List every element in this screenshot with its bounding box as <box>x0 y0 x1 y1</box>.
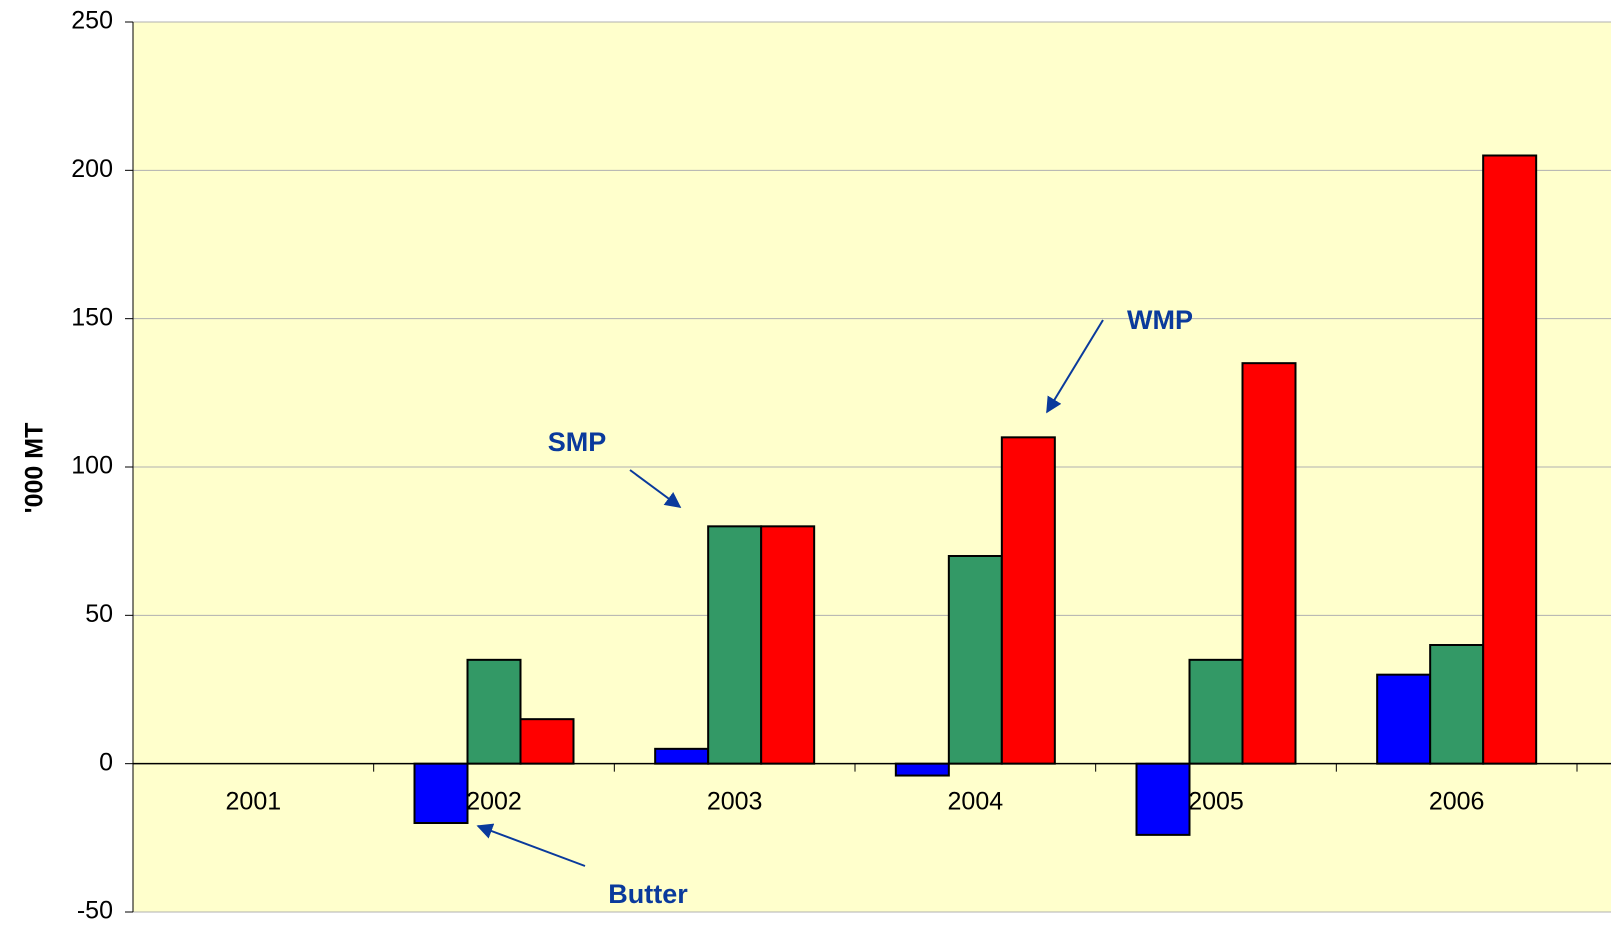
bar <box>519 718 575 765</box>
y-tick-label: 100 <box>71 452 113 480</box>
annotation: Butter <box>608 879 688 909</box>
bar <box>894 762 950 777</box>
bar <box>466 658 522 765</box>
y-tick-label: 250 <box>71 7 113 35</box>
bar <box>1135 762 1191 836</box>
y-tick-label: -50 <box>77 897 113 925</box>
bar <box>1376 673 1432 765</box>
x-tick-label: 2006 <box>1429 788 1485 816</box>
y-axis-label: '000 MT <box>21 423 49 514</box>
bar <box>947 555 1003 765</box>
bar <box>654 747 710 765</box>
y-tick-label: 200 <box>71 155 113 183</box>
x-tick-label: 2001 <box>226 788 282 816</box>
bar <box>1482 154 1538 765</box>
y-tick-label: 50 <box>85 600 113 628</box>
x-tick-label: 2002 <box>466 788 522 816</box>
arrow <box>476 823 586 867</box>
annotation: WMP <box>1127 305 1193 335</box>
bar <box>1429 644 1485 765</box>
bar <box>1188 658 1244 765</box>
bar <box>1000 436 1056 765</box>
x-tick-label: 2004 <box>948 788 1004 816</box>
x-tick-label: 2003 <box>707 788 763 816</box>
bar <box>413 762 469 825</box>
y-tick-label: 150 <box>71 303 113 331</box>
bar <box>760 525 816 765</box>
bar <box>1241 362 1297 765</box>
arrow <box>1046 319 1104 414</box>
annotation: SMP <box>548 427 607 457</box>
y-tick-label: 0 <box>99 748 113 776</box>
bar <box>707 525 763 765</box>
arrow <box>629 469 682 508</box>
x-tick-label: 2005 <box>1188 788 1244 816</box>
